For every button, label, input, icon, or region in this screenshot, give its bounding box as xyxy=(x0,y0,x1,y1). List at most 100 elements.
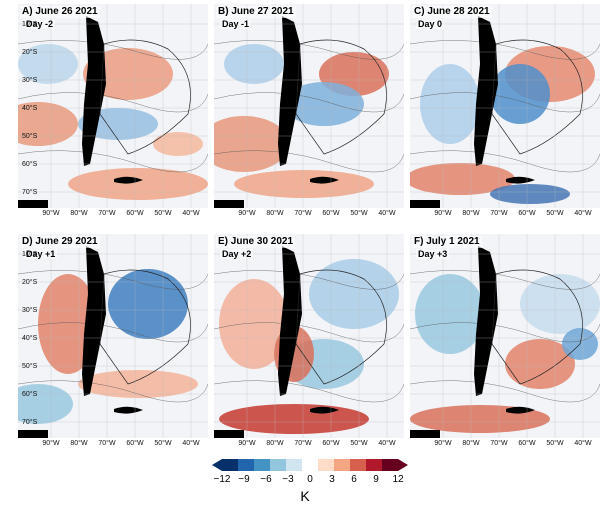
lon-label: 80°W xyxy=(266,440,284,447)
lon-label: 90°W xyxy=(42,210,60,217)
lat-label: 30°S xyxy=(22,77,38,84)
colorbar-segment xyxy=(238,459,255,471)
lon-label: 70°W xyxy=(294,210,312,217)
lon-label: 60°W xyxy=(322,440,340,447)
map-e xyxy=(214,234,404,438)
lon-label: 40°W xyxy=(574,210,592,217)
lon-label: 40°W xyxy=(182,210,200,217)
lon-label: 60°W xyxy=(126,210,144,217)
panel-day: Day -1 xyxy=(220,19,252,29)
lon-label: 60°W xyxy=(126,440,144,447)
lon-label: 90°W xyxy=(434,210,452,217)
lon-label: 40°W xyxy=(574,440,592,447)
panel-title: E) June 30 2021 xyxy=(216,236,296,248)
lat-label: 10°S xyxy=(22,251,38,258)
panel-day: Day +1 xyxy=(24,249,58,259)
panel-day: Day 0 xyxy=(416,19,445,29)
lon-label: 70°W xyxy=(98,440,116,447)
lon-label: 40°W xyxy=(378,440,396,447)
lat-label: 70°S xyxy=(22,189,38,196)
panel-d: D) June 29 2021 Day +1 10°S 20°S 30°S 40… xyxy=(18,234,208,454)
colorbar-tick: −12 xyxy=(213,474,231,485)
colorbar xyxy=(212,459,408,471)
lon-label: 70°W xyxy=(490,210,508,217)
lon-label: 50°W xyxy=(546,210,564,217)
lon-axis: 90°W 80°W 70°W 60°W 50°W 40°W xyxy=(214,210,404,220)
colorbar-segment xyxy=(254,459,271,471)
panel-title: F) July 1 2021 xyxy=(412,236,482,248)
colorbar-tick: 9 xyxy=(373,474,379,485)
lat-label: 50°S xyxy=(22,363,38,370)
colorbar-segment xyxy=(334,459,351,471)
lon-label: 80°W xyxy=(70,440,88,447)
colorbar-max-arrow xyxy=(398,459,408,471)
colorbar-tick: 12 xyxy=(392,474,404,485)
lat-label: 40°S xyxy=(22,105,38,112)
map-d xyxy=(18,234,208,438)
lat-label: 20°S xyxy=(22,49,38,56)
lon-label: 40°W xyxy=(182,440,200,447)
lon-label: 40°W xyxy=(378,210,396,217)
colorbar-unit: K xyxy=(300,488,310,504)
lon-label: 90°W xyxy=(434,440,452,447)
panel-c: C) June 28 2021 Day 0 90°W 80°W 70°W 60°… xyxy=(410,4,600,224)
lon-label: 80°W xyxy=(462,210,480,217)
lat-label: 30°S xyxy=(22,307,38,314)
lon-axis: 90°W 80°W 70°W 60°W 50°W 40°W xyxy=(214,440,404,450)
colorbar-segment xyxy=(318,459,335,471)
lat-label: 60°S xyxy=(22,161,38,168)
lat-label: 10°S xyxy=(22,21,38,28)
panel-day: Day +2 xyxy=(220,249,254,259)
map-c xyxy=(410,4,600,208)
panel-e: E) June 30 2021 Day +2 90°W 80°W 70°W 60… xyxy=(214,234,404,454)
colorbar-tick: −9 xyxy=(238,474,250,485)
colorbar-tick: 0 xyxy=(307,474,313,485)
panel-day: Day -2 xyxy=(24,19,56,29)
lon-label: 70°W xyxy=(98,210,116,217)
lat-label: 70°S xyxy=(22,419,38,426)
colorbar-segment xyxy=(350,459,367,471)
lon-label: 50°W xyxy=(154,210,172,217)
lat-label: 40°S xyxy=(22,335,38,342)
lat-label: 50°S xyxy=(22,133,38,140)
panel-title: C) June 28 2021 xyxy=(412,6,492,18)
colorbar-segment xyxy=(302,459,319,471)
colorbar-segment xyxy=(222,459,239,471)
lon-label: 70°W xyxy=(294,440,312,447)
map-f xyxy=(410,234,600,438)
colorbar-tick: 6 xyxy=(351,474,357,485)
panel-day: Day +3 xyxy=(416,249,450,259)
lon-label: 90°W xyxy=(238,210,256,217)
lon-label: 90°W xyxy=(42,440,60,447)
colorbar-min-arrow xyxy=(212,459,222,471)
lon-axis: 90°W 80°W 70°W 60°W 50°W 40°W xyxy=(18,440,208,450)
panel-title: A) June 26 2021 xyxy=(20,6,100,18)
lon-label: 90°W xyxy=(238,440,256,447)
panel-f: F) July 1 2021 Day +3 90°W 80°W 70°W 60°… xyxy=(410,234,600,454)
colorbar-segment xyxy=(366,459,383,471)
lat-label: 60°S xyxy=(22,391,38,398)
colorbar-segments xyxy=(222,459,399,471)
lon-label: 80°W xyxy=(70,210,88,217)
colorbar-tick: 3 xyxy=(329,474,335,485)
lon-label: 80°W xyxy=(462,440,480,447)
colorbar-ticks: −12 −9 −6 −3 0 3 6 9 12 xyxy=(212,474,408,488)
colorbar-segment xyxy=(270,459,287,471)
colorbar-segment xyxy=(286,459,303,471)
lon-label: 50°W xyxy=(154,440,172,447)
lon-label: 70°W xyxy=(490,440,508,447)
lon-label: 60°W xyxy=(518,210,536,217)
map-a xyxy=(18,4,208,208)
lon-label: 60°W xyxy=(322,210,340,217)
lon-label: 80°W xyxy=(266,210,284,217)
panel-a: A) June 26 2021 Day -2 10°S 20°S 30°S 40… xyxy=(18,4,208,224)
panel-title: B) June 27 2021 xyxy=(216,6,296,18)
colorbar-segment xyxy=(382,459,399,471)
lon-label: 50°W xyxy=(350,440,368,447)
map-b xyxy=(214,4,404,208)
lon-label: 50°W xyxy=(350,210,368,217)
lon-label: 50°W xyxy=(546,440,564,447)
panel-title: D) June 29 2021 xyxy=(20,236,100,248)
lat-label: 20°S xyxy=(22,279,38,286)
lon-axis: 90°W 80°W 70°W 60°W 50°W 40°W xyxy=(18,210,208,220)
